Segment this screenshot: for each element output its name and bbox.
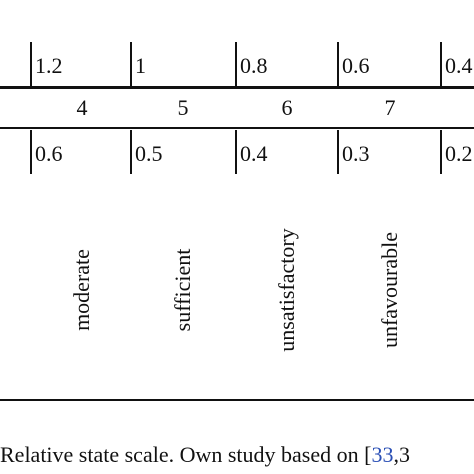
caption-text: Relative state scale. Own study based on…	[0, 442, 372, 467]
rule	[0, 127, 474, 129]
table-cell: 1	[135, 53, 146, 78]
table-cell: 5	[177, 95, 189, 120]
cell-border	[337, 42, 339, 86]
table-cell: 0.8	[240, 53, 268, 78]
cell-border	[235, 130, 237, 174]
table-cell: 0.5	[135, 141, 163, 166]
cell-border	[337, 130, 339, 174]
table-cell: 6	[281, 95, 293, 120]
cell-border	[130, 42, 132, 86]
table-cell: 0.4	[240, 141, 268, 166]
rule	[0, 86, 474, 89]
cell-border	[130, 130, 132, 174]
rotated-label: unsatisfactory	[274, 228, 299, 352]
table-cell: 7	[384, 95, 396, 120]
table-cell: 0.2	[445, 141, 473, 166]
rotated-label: unfavourable	[377, 231, 402, 349]
table-cell: 0.6	[35, 141, 63, 166]
caption-text: ,3	[393, 442, 410, 467]
table-cell: 0.4	[445, 53, 473, 78]
cell-border	[440, 42, 442, 86]
caption: Relative state scale. Own study based on…	[0, 442, 410, 468]
citation[interactable]: 33	[371, 442, 394, 467]
table-cell: 0.3	[342, 141, 370, 166]
table-cell: 1.2	[35, 53, 63, 78]
cell-border	[30, 42, 32, 86]
cell-border	[440, 130, 442, 174]
rotated-label: moderate	[69, 249, 94, 331]
cell-border	[235, 42, 237, 86]
rotated-label: sufficient	[170, 248, 195, 332]
cell-border	[30, 130, 32, 174]
table-cell: 4	[76, 95, 88, 120]
table-cell: 0.6	[342, 53, 370, 78]
rule	[0, 399, 474, 401]
